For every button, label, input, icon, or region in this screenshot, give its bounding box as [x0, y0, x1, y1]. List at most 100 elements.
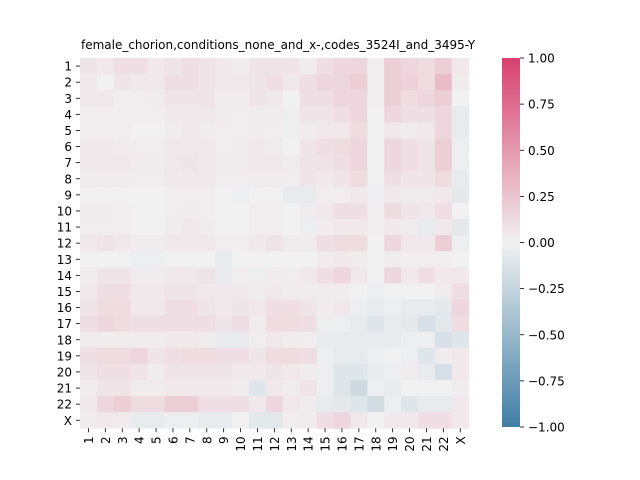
heatmap-cell-6-19	[384, 138, 402, 155]
heatmap-cell-14-8	[198, 267, 216, 284]
heatmap-cell-10-20	[401, 202, 419, 220]
heatmap-cell-18-11	[249, 331, 267, 349]
heatmap-cell-12-X	[451, 235, 470, 252]
heatmap-cell-14-5	[147, 267, 165, 284]
heatmap-cell-18-10	[232, 331, 250, 349]
column-label: 9	[217, 436, 231, 444]
heatmap-cell-2-20	[401, 74, 419, 91]
heatmap-cell-15-14	[299, 283, 317, 300]
heatmap-cell-18-20	[401, 331, 419, 349]
heatmap-cell-10-5	[147, 202, 165, 220]
heatmap-cell-13-16	[333, 251, 351, 268]
colorbar-tick-label: 0.25	[528, 190, 555, 204]
heatmap-cell-20-6	[164, 363, 182, 381]
heatmap-cell-11-11	[249, 219, 267, 236]
heatmap-cell-6-2	[96, 138, 115, 155]
heatmap-cell-16-7	[181, 299, 199, 316]
heatmap-cell-21-5	[147, 380, 165, 397]
heatmap-cell-14-16	[333, 267, 351, 284]
heatmap-cell-3-18	[367, 90, 385, 107]
row-label: 12	[57, 237, 72, 251]
heatmap-cell-20-11	[249, 363, 267, 381]
heatmap-cell-14-22	[434, 267, 453, 284]
heatmap-cell-9-10	[232, 186, 250, 204]
heatmap-cell-6-20	[401, 138, 419, 155]
heatmap-cell-10-7	[181, 202, 199, 220]
heatmap-cell-12-14	[299, 235, 317, 252]
heatmap-cell-16-20	[401, 299, 419, 316]
heatmap-cell-8-12	[265, 170, 284, 188]
heatmap-cell-14-20	[401, 267, 419, 284]
chart-title: female_chorion,conditions_none_and_x-,co…	[81, 38, 476, 52]
heatmap-cell-7-22	[434, 154, 453, 172]
heatmap-cell-5-9	[215, 122, 233, 139]
heatmap-cell-7-4	[130, 154, 148, 172]
heatmap-cell-18-22	[434, 331, 453, 349]
heatmap-cell-8-20	[401, 170, 419, 188]
heatmap-cell-17-6	[164, 315, 182, 333]
heatmap-cell-4-8	[198, 106, 216, 123]
heatmap-cell-15-9	[215, 283, 233, 300]
heatmap-cell-11-6	[164, 219, 182, 236]
heatmap-cell-18-15	[316, 331, 334, 349]
heatmap-cell-18-2	[96, 331, 115, 349]
heatmap-cell-21-2	[96, 380, 115, 397]
heatmap-cell-3-7	[181, 90, 199, 107]
row-label: 10	[57, 204, 72, 218]
heatmap-cell-21-12	[265, 380, 284, 397]
heatmap-cell-17-3	[113, 315, 132, 333]
heatmap-cell-14-14	[299, 267, 317, 284]
heatmap-cell-12-18	[367, 235, 385, 252]
heatmap-cell-12-6	[164, 235, 182, 252]
heatmap-cell-17-22	[434, 315, 453, 333]
heatmap-cell-13-10	[232, 251, 250, 268]
heatmap-cell-16-6	[164, 299, 182, 316]
heatmap-cell-1-2	[96, 58, 115, 75]
heatmap-cell-9-7	[181, 186, 199, 204]
heatmap-cell-11-1	[80, 219, 98, 236]
heatmap-cell-22-6	[164, 396, 182, 413]
heatmap-cell-14-7	[181, 267, 199, 284]
heatmap-cell-14-15	[316, 267, 334, 284]
heatmap-cell-19-4	[130, 347, 148, 365]
heatmap-cell-10-22	[434, 202, 453, 220]
heatmap-cell-9-19	[384, 186, 402, 204]
heatmap-cell-16-8	[198, 299, 216, 316]
heatmap-cell-13-12	[265, 251, 284, 268]
heatmap-cell-11-22	[434, 219, 453, 236]
heatmap-cell-8-2	[96, 170, 115, 188]
heatmap-cell-3-12	[265, 90, 284, 107]
heatmap-cell-11-16	[333, 219, 351, 236]
heatmap-cell-12-19	[384, 235, 402, 252]
heatmap-cell-12-15	[316, 235, 334, 252]
heatmap-cell-7-12	[265, 154, 284, 172]
heatmap-cell-11-X	[451, 219, 470, 236]
heatmap-cell-1-20	[401, 58, 419, 75]
row-label: 20	[57, 365, 72, 379]
heatmap-cell-11-7	[181, 219, 199, 236]
column-label: 3	[116, 436, 130, 444]
heatmap-cell-16-18	[367, 299, 385, 316]
heatmap-cell-22-2	[96, 396, 115, 413]
heatmap-cell-5-19	[384, 122, 402, 139]
heatmap-cell-9-1	[80, 186, 98, 204]
heatmap-cell-22-9	[215, 396, 233, 413]
heatmap-cell-2-2	[96, 74, 115, 91]
heatmap-cell-9-14	[299, 186, 317, 204]
heatmap-cell-20-5	[147, 363, 165, 381]
heatmap-cell-9-2	[96, 186, 115, 204]
heatmap-cell-20-14	[299, 363, 317, 381]
heatmap-cell-1-10	[232, 58, 250, 75]
heatmap-cell-1-17	[350, 58, 368, 75]
heatmap-cell-11-20	[401, 219, 419, 236]
colorbar-tick-label: 1.00	[528, 52, 555, 66]
heatmap-cell-8-15	[316, 170, 334, 188]
heatmap-cell-20-X	[451, 363, 470, 381]
heatmap-cell-12-8	[198, 235, 216, 252]
row-label: 5	[64, 124, 72, 138]
heatmap-cell-6-6	[164, 138, 182, 155]
heatmap-cell-16-3	[113, 299, 132, 316]
heatmap-cell-10-8	[198, 202, 216, 220]
heatmap-cell-7-6	[164, 154, 182, 172]
